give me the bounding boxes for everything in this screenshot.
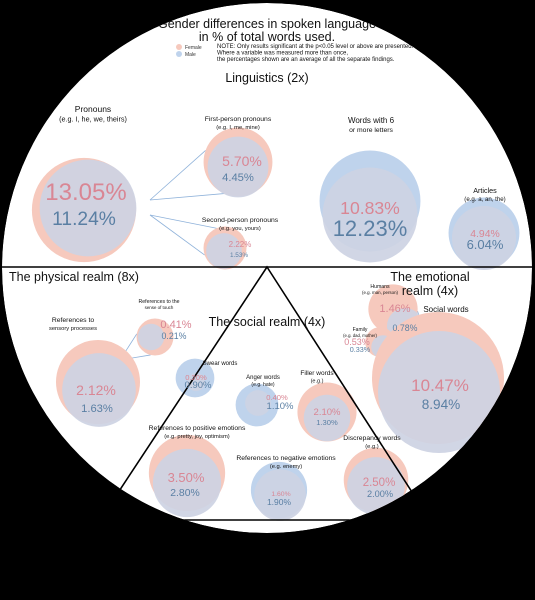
connector-second-person-pronouns-0 — [149, 214, 205, 256]
divider-triangle — [98, 265, 432, 521]
swear-words-female-value: 0.20% — [185, 373, 207, 382]
filler-words-male-bubble — [303, 394, 351, 442]
anger-words-female-value: 0.40% — [266, 393, 288, 402]
family-label: Family — [353, 327, 368, 333]
discrepancy-words-female-value: 2.50% — [363, 477, 396, 489]
words-with-6-sublabel: or more letters — [349, 127, 393, 134]
section-dividers — [2, 265, 532, 521]
section-title-the-emotional-realm-4x-line-0: The emotional — [390, 270, 469, 284]
first-person-pronouns-sublabel: (e.g. I, me, mine) — [216, 125, 260, 131]
articles-label: Articles — [473, 186, 497, 195]
anger-words-female-bubble — [245, 390, 271, 416]
text-labels: 13.05% 11.24% Pronouns(e.g. I, he, we, the… — [9, 17, 506, 507]
references-to-negative-emotions-sublabel: (e.g. enemy) — [270, 464, 302, 470]
articles-sublabel: (e.g. a, an, the) — [464, 196, 505, 203]
words-with-6-male-value: 12.23% — [333, 216, 408, 241]
bubbles — [31, 127, 520, 521]
second-person-pronouns-male-bubble — [206, 233, 242, 269]
pronouns-sublabel: (e.g. I, he, we, theirs) — [59, 115, 127, 124]
legend-female-label: Female — [185, 45, 202, 51]
words-with-6-female-bubble — [322, 167, 418, 263]
articles-female-value: 4.94% — [470, 229, 499, 240]
references-to-the-sublabel: sense of touch — [145, 305, 174, 310]
section-title-linguistics-2x: Linguistics (2x) — [225, 71, 308, 85]
references-to-sublabel: sensory processes — [49, 326, 97, 332]
humans-label: Humans — [370, 284, 390, 290]
first-person-pronouns-female-value: 5.70% — [222, 153, 262, 169]
swear-words-label: Swear words — [203, 361, 238, 367]
first-person-pronouns-male-bubble — [207, 136, 269, 198]
anger-words-male-value: 1.10% — [267, 401, 294, 412]
social-words-male-bubble — [378, 331, 500, 453]
filler-words-male-value: 1.30% — [316, 418, 338, 427]
references-to-positive-emotions-male-bubble — [152, 448, 222, 518]
discrepancy-words-label: Discrepancy words — [343, 435, 401, 442]
second-person-pronouns-male-value: 1.53% — [230, 252, 248, 259]
humans-female-value: 1.46% — [379, 303, 410, 315]
section-title-the-emotional-realm-4x-line-1: realm (4x) — [402, 284, 458, 298]
references-to-positive-emotions-female-value: 3.50% — [168, 470, 205, 485]
references-to-the-male-bubble — [137, 323, 165, 351]
connector-first-person-pronouns-1 — [149, 150, 206, 201]
connector-second-person-pronouns-1 — [149, 214, 217, 229]
references-to-male-value: 1.63% — [81, 403, 113, 415]
anger-words-sublabel: (e.g. hate) — [251, 382, 275, 388]
pronouns-male-value: 11.24% — [52, 209, 116, 230]
second-person-pronouns-label: Second-person pronouns — [202, 217, 279, 224]
references-to-negative-emotions-male-value: 1.90% — [267, 497, 292, 507]
words-with-6-female-value: 10.83% — [340, 198, 400, 218]
filler-words-sublabel: (e.g.) — [311, 379, 324, 385]
chart-note-line-1: Where a variable was measured more than … — [217, 51, 348, 57]
section-title-the-social-realm-4x: The social realm (4x) — [209, 315, 326, 329]
discrepancy-words-male-value: 2.00% — [367, 489, 393, 499]
references-to-male-bubble — [62, 353, 136, 427]
references-to-the-male-value: 0.21% — [162, 331, 187, 341]
anger-words-label: Anger words — [246, 375, 280, 381]
legend-male-label: Male — [185, 52, 196, 58]
words-with-6-label: Words with 6 — [348, 116, 395, 125]
references-to-positive-emotions-label: References to positive emotions — [149, 425, 246, 432]
filler-words-female-value: 2.10% — [314, 407, 341, 418]
references-to-female-value: 2.12% — [76, 382, 116, 398]
legend-female-swatch — [176, 44, 182, 50]
pronouns-male-bubble — [39, 159, 137, 257]
family-male-value: 0.33% — [350, 345, 371, 354]
references-to-negative-emotions-female-value: 1.60% — [271, 491, 290, 498]
swear-words-female-bubble — [186, 372, 206, 392]
references-to-the-label: References to the — [139, 299, 180, 305]
chart-note-line-2: the percentages shown are an average of … — [217, 57, 395, 63]
legend-male-swatch — [176, 51, 182, 57]
discrepancy-words-male-bubble — [347, 457, 405, 515]
connector-first-person-pronouns-0 — [149, 193, 225, 201]
second-person-pronouns-sublabel: (e.g. you, yours) — [219, 226, 261, 232]
pronouns-female-value: 13.05% — [45, 179, 126, 206]
first-person-pronouns-male-value: 4.45% — [222, 172, 254, 184]
family-sublabel: (e.g. dad, mother) — [343, 333, 377, 338]
social-words-male-value: 8.94% — [422, 397, 461, 412]
family-female-value: 0.53% — [344, 337, 370, 347]
social-words-label: Social words — [423, 305, 468, 314]
swear-words-male-value: 0.90% — [185, 380, 212, 391]
references-to-negative-emotions-label: References to negative emotions — [236, 455, 336, 462]
chart-note-line-0: NOTE: Only results significant at the p<… — [217, 44, 414, 50]
humans-male-value: 0.78% — [393, 323, 418, 333]
pronouns-label: Pronouns — [75, 104, 111, 114]
references-to-negative-emotions-female-bubble — [254, 469, 306, 521]
references-to-positive-emotions-male-value: 2.80% — [170, 488, 199, 499]
chart-title-line-0: Gender differences in spoken language — [158, 17, 376, 31]
humans-sublabel: (e.g. man, person) — [362, 290, 399, 295]
second-person-pronouns-female-value: 2.22% — [229, 240, 252, 249]
filler-words-label: Filler words — [300, 370, 334, 377]
references-to-positive-emotions-sublabel: (e.g. pretty, joy, optimism) — [164, 434, 230, 440]
chart-title-line-1: in % of total words used. — [199, 30, 335, 44]
references-to-the-female-value: 0.41% — [160, 319, 191, 331]
articles-female-bubble — [451, 205, 517, 271]
first-person-pronouns-label: First-person pronouns — [205, 116, 272, 123]
discrepancy-words-sublabel: (e.g.) — [365, 444, 379, 450]
articles-male-value: 6.04% — [467, 237, 504, 252]
section-title-the-physical-realm-8x: The physical realm (8x) — [9, 270, 139, 284]
references-to-label: References to — [52, 317, 95, 324]
social-words-female-value: 10.47% — [411, 376, 469, 395]
